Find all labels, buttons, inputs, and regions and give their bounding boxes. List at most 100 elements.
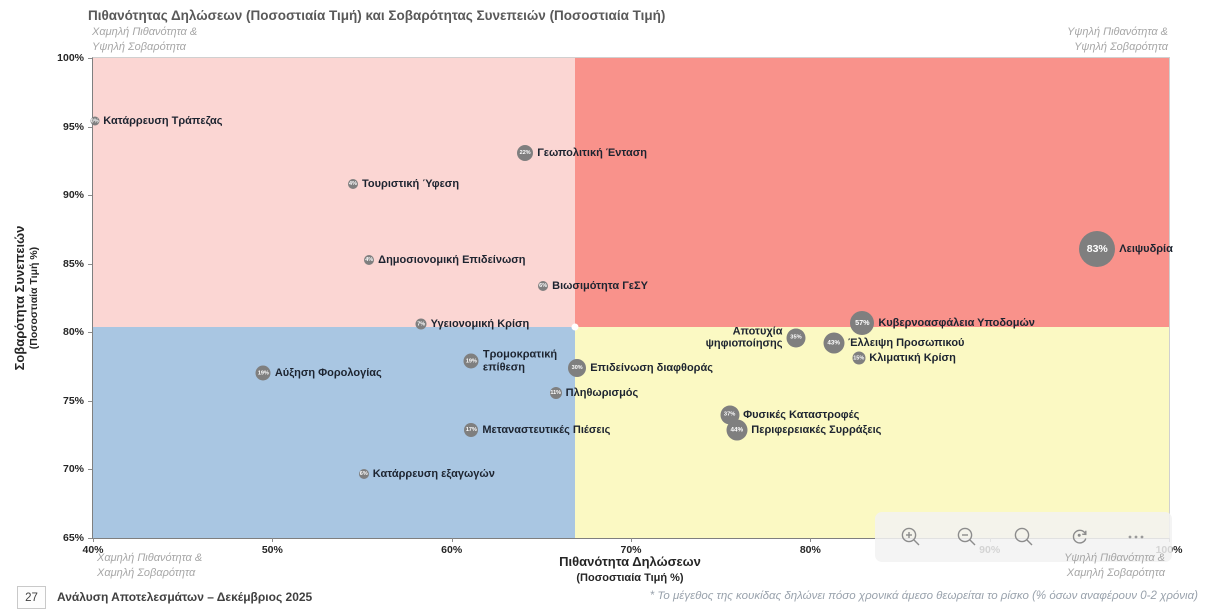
x-tick-label: 60% — [441, 544, 463, 556]
x-axis-title: Πιθανότητα Δηλώσεων (Ποσοστιαία Τιμή %) — [480, 554, 780, 586]
risk-bubble-value: 6% — [359, 470, 368, 477]
zoom-select-icon[interactable] — [1012, 525, 1036, 549]
risk-point-label: Τρομοκρατική επίθεση — [482, 348, 558, 374]
risk-bubble-value: 15% — [853, 355, 865, 362]
page-number: 27 — [17, 586, 46, 609]
risk-point-label: Περιφερειακές Συρράξεις — [751, 423, 882, 436]
x-axis-title-main: Πιθανότητα Δηλώσεων — [559, 554, 701, 569]
chart-toolbar — [875, 512, 1172, 562]
x-tick-mark — [451, 538, 453, 542]
x-tick-label: 70% — [620, 544, 642, 556]
risk-point-label: Κατάρρευση εξαγωγών — [372, 467, 495, 480]
risk-point-label: Έλλειψη Προσωπικού — [848, 337, 965, 349]
y-tick-mark — [88, 469, 92, 471]
risk-point-label: Φυσικές Καταστροφές — [743, 408, 860, 421]
risk-point-label: Αύξηση Φορολογίας — [274, 367, 382, 380]
risk-bubble-value: 30% — [571, 364, 583, 371]
y-tick-label: 75% — [62, 394, 84, 407]
risk-bubble[interactable]: 30% — [568, 358, 587, 377]
risk-bubble-value: 17% — [465, 426, 477, 433]
reset-zoom-icon[interactable] — [1068, 525, 1092, 549]
x-tick-label: 50% — [261, 544, 283, 556]
risk-point-label: Μεταναστευτικές Πιέσεις — [482, 423, 611, 436]
risk-bubble-value: 4% — [349, 181, 357, 188]
quadrant-top-right — [575, 58, 1169, 327]
risk-bubble-value: 83% — [1086, 242, 1108, 255]
quadrant-label-bottom-right: Υψηλή Πιθανότητα & Χαμηλή Σοβαρότητα — [1064, 552, 1165, 579]
risk-bubble[interactable]: 6% — [358, 468, 369, 479]
risk-bubble[interactable]: 15% — [852, 351, 866, 365]
x-tick-mark — [810, 538, 812, 542]
risk-bubble-value: 4% — [365, 256, 374, 263]
risk-bubble-value: 11% — [550, 389, 562, 396]
risk-bubble-value: 19% — [257, 370, 269, 377]
risk-point-label: Δημοσιονομική Επιδείνωση — [378, 253, 526, 266]
risk-point-label: Κυβερνοασφάλεια Υποδομών — [878, 316, 1035, 329]
risk-point-label: Επιδείνωση διαφθοράς — [590, 361, 713, 374]
x-tick-mark — [272, 538, 274, 542]
risk-bubble[interactable]: 44% — [726, 419, 748, 441]
y-tick-label: 100% — [57, 52, 84, 64]
x-tick-mark — [631, 538, 632, 542]
chart-title: Πιθανότητας Δηλώσεων (Ποσοστιαία Τιμή) κ… — [88, 8, 666, 23]
risk-bubble[interactable]: 6% — [538, 280, 549, 291]
risk-bubble-value: 22% — [519, 149, 531, 156]
risk-bubble[interactable]: 35% — [786, 328, 806, 348]
risk-bubble-value: 6% — [539, 282, 548, 289]
y-tick-mark — [88, 400, 92, 402]
risk-bubble[interactable]: 4% — [348, 179, 359, 190]
y-tick-label: 70% — [62, 463, 84, 476]
x-tick-mark — [93, 538, 94, 542]
quadrant-top-left — [93, 58, 576, 327]
risk-bubble[interactable]: 11% — [549, 386, 562, 399]
footer-text: Ανάλυση Αποτελεσμάτων – Δεκέμβριος 2025 — [57, 590, 313, 604]
zoom-out-icon[interactable] — [955, 525, 979, 549]
risk-bubble-value: 35% — [790, 334, 802, 341]
y-tick-mark — [88, 538, 92, 539]
y-tick-mark — [88, 126, 92, 128]
quadrant-center-marker — [571, 323, 579, 331]
risk-point-label: Κατάρρευση Τράπεζας — [103, 114, 223, 127]
risk-bubble[interactable]: 17% — [464, 422, 479, 437]
risk-bubble[interactable]: 83% — [1079, 230, 1116, 267]
y-tick-label: 65% — [62, 532, 84, 544]
risk-point-label: Πληθωρισμός — [565, 386, 639, 399]
y-tick-label: 80% — [62, 326, 84, 339]
risk-bubble[interactable]: 4% — [364, 254, 375, 265]
risk-bubble[interactable]: 43% — [823, 332, 845, 354]
risk-point-label: Κλιματική Κρίση — [869, 352, 956, 365]
y-tick-mark — [88, 195, 92, 197]
y-tick-label: 85% — [62, 257, 84, 270]
risk-bubble[interactable]: 57% — [850, 310, 875, 335]
x-tick-label: 80% — [799, 544, 821, 556]
quadrant-label-bottom-left: Χαμηλή Πιθανότητα & Χαμηλή Σοβαρότητα — [97, 552, 203, 579]
quadrant-label-top-right: Υψηλή Πιθανότητα & Υψηλή Σοβαρότητα — [1067, 26, 1168, 53]
risk-bubble[interactable]: 7% — [415, 318, 427, 330]
risk-bubble[interactable]: 0% — [90, 116, 100, 126]
quadrant-bottom-left — [93, 326, 576, 538]
risk-bubble[interactable]: 22% — [517, 144, 534, 161]
risk-bubble-value: 0% — [90, 118, 99, 125]
x-tick-label: 40% — [82, 544, 104, 556]
risk-bubble-value: 43% — [827, 339, 840, 347]
y-tick-label: 90% — [62, 189, 84, 202]
y-tick-mark — [88, 332, 92, 334]
more-options-icon[interactable] — [1124, 525, 1148, 549]
risk-bubble-value: 19% — [465, 358, 477, 365]
risk-point-label: Αποτυχία ψηφιοποίησης — [705, 325, 783, 350]
plot-area: 40%50%60%70%80%90%100%65%70%75%80%85%90%… — [57, 52, 1182, 556]
quadrant-label-top-left: Χαμηλή Πιθανότητα & Υψηλή Σοβαρότητα — [92, 26, 198, 53]
risk-point-label: Υγειονομική Κρίση — [430, 317, 530, 330]
y-axis-title: Σοβαρότητα Συνεπειών (Ποσοστιαία Τιμή %) — [12, 148, 54, 448]
risk-point-label: Γεωπολιτική Ένταση — [537, 146, 647, 159]
bubble-size-footnote: * Το μέγεθος της κουκίδας δηλώνει πόσο χ… — [649, 590, 1198, 602]
risk-bubble-value: 44% — [730, 426, 744, 434]
risk-bubble[interactable]: 19% — [463, 353, 479, 369]
risk-bubble-value: 7% — [417, 321, 426, 328]
risk-bubble[interactable]: 19% — [255, 365, 271, 381]
y-axis-title-main: Σοβαρότητα Συνεπειών — [12, 225, 27, 371]
y-tick-mark — [88, 263, 92, 265]
zoom-in-icon[interactable] — [899, 525, 923, 549]
risk-bubble-value: 57% — [855, 318, 870, 328]
y-tick-label: 95% — [62, 120, 84, 133]
